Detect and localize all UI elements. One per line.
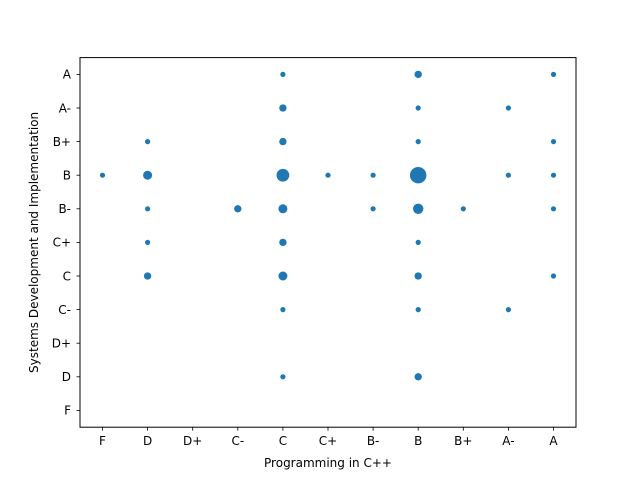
data-point-b-d [415, 373, 422, 380]
data-point-c-aminus [279, 104, 286, 111]
data-point-c-c [278, 272, 287, 281]
y-tick-label-dplus: D+ [52, 337, 71, 351]
data-point-aminus-aminus [506, 105, 511, 110]
x-tick-label-aminus: A- [502, 434, 514, 448]
data-point-b-aminus [416, 105, 421, 110]
data-point-bminus-bminus [371, 206, 376, 211]
x-tick-label-a: A [549, 434, 558, 448]
data-point-c-cminus [280, 307, 285, 312]
y-tick-label-b: B [63, 169, 71, 183]
data-point-c-d [280, 374, 285, 379]
data-point-c-b [277, 169, 290, 182]
data-point-b-b [410, 167, 426, 183]
data-point-f-b [100, 173, 105, 178]
y-tick-label-c: C [63, 269, 71, 283]
x-tick-label-bplus: B+ [454, 434, 472, 448]
data-point-a-c [551, 273, 556, 278]
x-tick-label-cplus: C+ [319, 434, 337, 448]
data-point-d-bminus [145, 206, 150, 211]
y-tick-label-bminus: B- [58, 202, 71, 216]
data-point-d-cplus [145, 240, 150, 245]
data-point-d-b [143, 171, 152, 180]
y-axis-label: Systems Development and Implementation [27, 112, 41, 373]
x-tick-label-cminus: C- [231, 434, 244, 448]
y-tick-label-cminus: C- [58, 303, 71, 317]
y-tick-label-a: A [63, 68, 72, 82]
data-point-bplus-bminus [461, 206, 466, 211]
x-tick-label-f: F [99, 434, 106, 448]
data-point-aminus-cminus [506, 307, 511, 312]
x-tick-label-dplus: D+ [183, 434, 202, 448]
x-tick-label-b: B [414, 434, 422, 448]
data-point-c-bminus [278, 204, 287, 213]
data-point-b-cminus [416, 307, 421, 312]
data-point-a-b [551, 173, 556, 178]
data-point-c-cplus [279, 239, 286, 246]
x-tick-label-d: D [143, 434, 152, 448]
y-tick-label-f: F [64, 404, 71, 418]
data-point-bminus-b [371, 173, 376, 178]
data-point-b-c [415, 272, 422, 279]
data-point-aminus-b [506, 173, 511, 178]
data-point-c-a [280, 72, 285, 77]
x-tick-label-bminus: B- [367, 434, 380, 448]
data-point-b-a [415, 71, 422, 78]
x-tick-label-c: C [279, 434, 287, 448]
y-tick-label-aminus: A- [59, 101, 71, 115]
data-point-cplus-b [325, 173, 330, 178]
data-point-cminus-bminus [234, 205, 241, 212]
data-point-a-bminus [551, 206, 556, 211]
y-tick-label-cplus: C+ [53, 236, 71, 250]
data-point-a-a [551, 72, 556, 77]
data-point-a-bplus [551, 139, 556, 144]
x-axis-label: Programming in C++ [264, 456, 392, 470]
data-point-b-cplus [416, 240, 421, 245]
data-point-d-c [144, 272, 151, 279]
data-point-b-bminus [413, 204, 423, 214]
y-tick-label-d: D [62, 370, 71, 384]
data-point-d-bplus [145, 139, 150, 144]
data-point-b-bplus [416, 139, 421, 144]
data-point-c-bplus [279, 138, 286, 145]
y-tick-label-bplus: B+ [53, 135, 71, 149]
